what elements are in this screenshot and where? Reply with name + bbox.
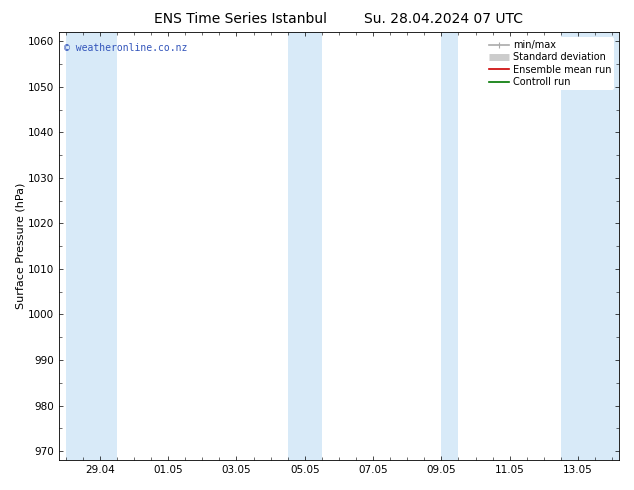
Bar bbox=[288, 32, 322, 460]
Legend: min/max, Standard deviation, Ensemble mean run, Controll run: min/max, Standard deviation, Ensemble me… bbox=[486, 37, 614, 90]
Bar bbox=[561, 32, 619, 460]
Bar bbox=[66, 32, 117, 460]
Text: © weatheronline.co.nz: © weatheronline.co.nz bbox=[65, 43, 188, 53]
Bar bbox=[441, 32, 458, 460]
Text: Su. 28.04.2024 07 UTC: Su. 28.04.2024 07 UTC bbox=[365, 12, 523, 26]
Y-axis label: Surface Pressure (hPa): Surface Pressure (hPa) bbox=[15, 183, 25, 309]
Text: ENS Time Series Istanbul: ENS Time Series Istanbul bbox=[155, 12, 327, 26]
